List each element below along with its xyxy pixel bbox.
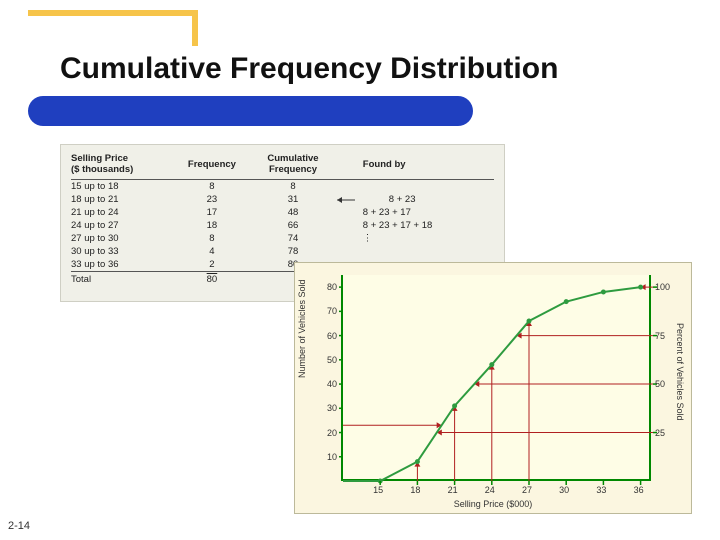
x-tick: 21 <box>443 485 463 495</box>
table-cell: Total <box>71 272 173 287</box>
column-header: Found by <box>335 153 494 180</box>
table-row: 30 up to 33478 <box>71 245 494 258</box>
table-cell: 17 <box>173 206 251 219</box>
table-cell: 31 <box>251 193 335 206</box>
table-cell: 48 <box>251 206 335 219</box>
table-cell: 27 up to 30 <box>71 232 173 245</box>
y-tick-left: 70 <box>323 306 337 316</box>
y-axis-label-right: Percent of Vehicles Sold <box>675 323 685 421</box>
table-row: 15 up to 1888 <box>71 180 494 194</box>
table-cell: 74 <box>251 232 335 245</box>
table-cell: 23 <box>173 193 251 206</box>
y-tick-left: 30 <box>323 403 337 413</box>
x-tick: 15 <box>368 485 388 495</box>
y-tick-left: 50 <box>323 355 337 365</box>
y-tick-left: 40 <box>323 379 337 389</box>
table-row: 24 up to 2718668 + 23 + 17 + 18 <box>71 219 494 232</box>
page-number: 2-14 <box>8 520 30 532</box>
y-tick-right: 25 <box>655 428 679 438</box>
y-axis-label-left: Number of Vehicles Sold <box>297 279 307 378</box>
page-title: Cumulative Frequency Distribution <box>60 52 558 86</box>
x-tick: 33 <box>591 485 611 495</box>
y-tick-left: 20 <box>323 428 337 438</box>
y-tick-left: 60 <box>323 331 337 341</box>
table-cell: 24 up to 27 <box>71 219 173 232</box>
table-cell: 78 <box>251 245 335 258</box>
x-tick: 36 <box>629 485 649 495</box>
x-tick: 18 <box>405 485 425 495</box>
plot-area <box>341 275 651 481</box>
column-header: CumulativeFrequency <box>251 153 335 180</box>
y-tick-right: 100 <box>655 282 679 292</box>
table-cell: 8 <box>173 180 251 194</box>
table-cell: 8 + 23 <box>335 193 494 206</box>
column-header: Frequency <box>173 153 251 180</box>
blue-bar <box>28 96 473 126</box>
table-cell: 4 <box>173 245 251 258</box>
table-cell: 18 <box>173 219 251 232</box>
table-cell: 30 up to 33 <box>71 245 173 258</box>
y-tick-left: 80 <box>323 282 337 292</box>
table-cell: 80 <box>173 272 251 287</box>
table-cell: 2 <box>173 258 251 272</box>
table-cell: 18 up to 21 <box>71 193 173 206</box>
x-tick: 27 <box>517 485 537 495</box>
table-cell: 33 up to 36 <box>71 258 173 272</box>
table-cell: 21 up to 24 <box>71 206 173 219</box>
accent-rule-v <box>192 10 198 46</box>
table-cell: ⋮ <box>335 232 494 245</box>
table-cell <box>335 180 494 194</box>
table-cell: 15 up to 18 <box>71 180 173 194</box>
table-cell: 66 <box>251 219 335 232</box>
table-cell <box>335 245 494 258</box>
table-cell: 8 + 23 + 17 <box>335 206 494 219</box>
table-row: 18 up to 2123318 + 23 <box>71 193 494 206</box>
y-tick-left: 10 <box>323 452 337 462</box>
column-header: Selling Price($ thousands) <box>71 153 173 180</box>
arrow-icon <box>333 195 357 205</box>
table-cell: 8 + 23 + 17 + 18 <box>335 219 494 232</box>
table-row: 27 up to 30874⋮ <box>71 232 494 245</box>
x-axis-label: Selling Price ($000) <box>295 499 691 509</box>
table-cell: 8 <box>173 232 251 245</box>
x-tick: 30 <box>554 485 574 495</box>
table-cell: 8 <box>251 180 335 194</box>
x-tick: 24 <box>480 485 500 495</box>
ogive-chart: 1020304050607080 255075100 1518212427303… <box>294 262 692 514</box>
accent-rule-h <box>28 10 198 16</box>
table-row: 21 up to 2417488 + 23 + 17 <box>71 206 494 219</box>
